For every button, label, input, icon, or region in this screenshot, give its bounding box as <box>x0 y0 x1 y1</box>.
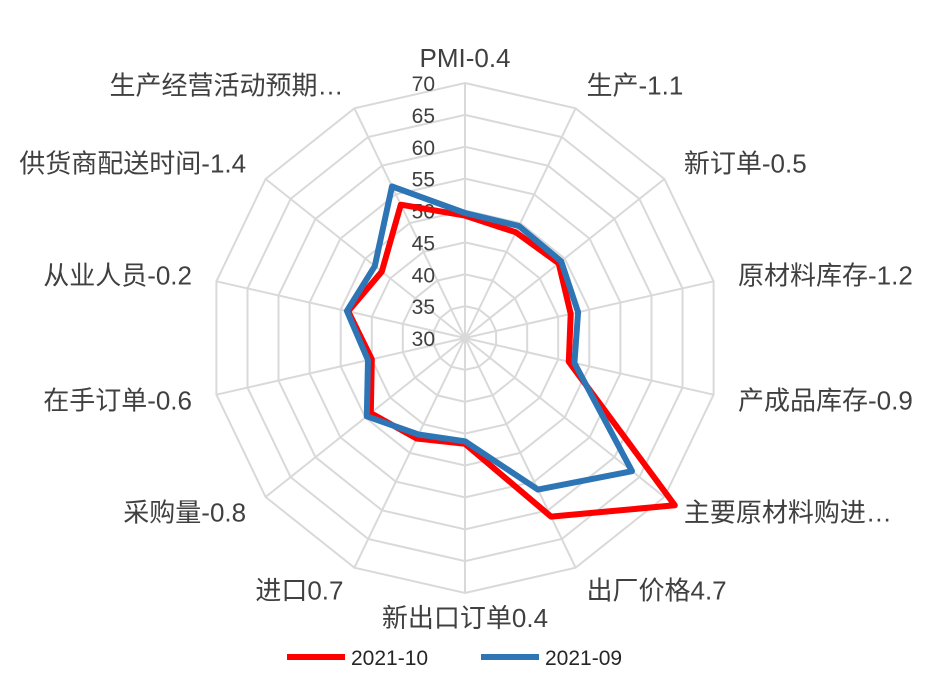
grid-spoke <box>464 107 577 339</box>
legend-label-2021-09: 2021-09 <box>545 647 622 670</box>
tick-label-35: 35 <box>412 296 435 319</box>
data-point-2021-09-5 <box>631 470 633 472</box>
data-point-2021-10-3 <box>570 313 572 315</box>
category-label-13: 生产经营活动预期… <box>109 71 343 101</box>
tick-label-40: 40 <box>412 264 435 287</box>
data-point-2021-09-2 <box>560 260 562 262</box>
category-label-7: 新出口订单0.4 <box>382 603 548 633</box>
grid-spoke <box>216 337 466 396</box>
category-label-8: 进口0.7 <box>255 575 343 605</box>
data-point-2021-09-12 <box>374 265 376 267</box>
tick-label-70: 70 <box>412 73 435 96</box>
data-point-2021-09-11 <box>346 310 348 312</box>
data-point-2021-10-12 <box>381 271 383 273</box>
grid-spoke <box>464 337 577 569</box>
data-point-2021-10-10 <box>371 358 373 360</box>
data-point-2021-10-6 <box>550 516 552 518</box>
legend-label-2021-10: 2021-10 <box>351 647 428 670</box>
data-point-2021-09-0 <box>464 212 466 214</box>
data-point-2021-09-8 <box>418 434 419 435</box>
category-label-4: 产成品库存-0.9 <box>738 385 913 415</box>
data-point-2021-09-7 <box>464 440 466 442</box>
tick-label-60: 60 <box>412 137 435 160</box>
category-label-3: 原材料库存-1.2 <box>738 261 913 291</box>
grid-spoke <box>353 337 466 569</box>
grid-spoke <box>264 178 466 339</box>
legend: 2021-10 2021-09 <box>287 647 622 670</box>
series-lines <box>343 183 678 520</box>
category-label-11: 从业人员-0.2 <box>43 261 192 291</box>
data-point-2021-09-4 <box>573 362 575 364</box>
data-point-2021-10-1 <box>515 231 517 233</box>
data-point-2021-10-13 <box>400 204 402 206</box>
category-label-1: 生产-1.1 <box>587 71 684 101</box>
grid-spoke <box>464 280 714 339</box>
data-point-2021-10-9 <box>370 412 372 414</box>
radar-grid <box>215 81 715 595</box>
tick-label-55: 55 <box>412 169 435 192</box>
data-point-2021-09-9 <box>366 415 368 417</box>
data-point-2021-10-5 <box>674 504 676 506</box>
data-point-2021-09-6 <box>537 489 539 491</box>
data-point-2021-10-8 <box>416 438 418 439</box>
category-labels: PMI-0.4 生产-1.1 新订单-0.5 原材料库存-1.2 产成品库存-0.9 主要… <box>19 43 913 633</box>
data-point-2021-10-4 <box>568 361 570 363</box>
category-label-9: 采购量-0.8 <box>123 498 246 528</box>
category-label-2: 新订单-0.5 <box>684 148 807 178</box>
data-point-2021-09-10 <box>367 359 369 361</box>
grid-spoke <box>464 337 714 396</box>
tick-label-30: 30 <box>412 328 435 351</box>
data-point-2021-09-3 <box>577 311 579 313</box>
data-point-2021-09-13 <box>391 185 393 187</box>
data-point-2021-09-1 <box>518 225 520 227</box>
category-label-5: 主要原材料购进… <box>684 498 892 528</box>
category-label-6: 出厂价格4.7 <box>587 575 727 605</box>
grid-spoke <box>353 107 466 339</box>
category-label-10: 在手订单-0.6 <box>43 385 192 415</box>
tick-label-65: 65 <box>412 105 435 128</box>
tick-label-45: 45 <box>412 232 435 255</box>
grid-spoke <box>216 280 466 339</box>
category-label-12: 供货商配送时间-1.4 <box>19 148 246 178</box>
grid-spoke <box>464 178 666 339</box>
category-label-0: PMI-0.4 <box>419 43 510 73</box>
